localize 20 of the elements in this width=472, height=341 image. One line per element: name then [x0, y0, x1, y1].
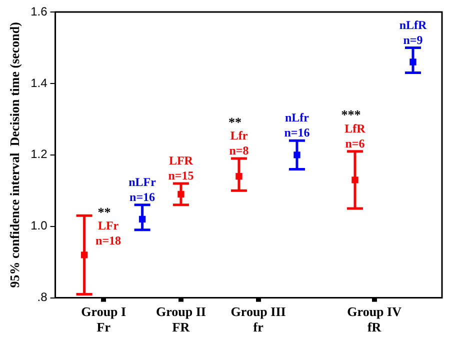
series-label: LFR n=15: [168, 154, 194, 183]
series-label: nLfR n=9: [399, 18, 427, 47]
annotation: **: [228, 114, 242, 130]
y-tick-label: 1.0: [30, 218, 48, 233]
text: LfR n=6: [344, 121, 366, 150]
y-tick-label: .8: [37, 290, 48, 304]
series-label: Lfr n=8: [229, 128, 249, 158]
y-tick-label: 1.4: [30, 76, 48, 90]
series-label: nLfr n=16: [284, 110, 310, 140]
annotation: **: [98, 204, 111, 220]
x-tick-label: Group IV fR: [347, 304, 402, 335]
y-tick-label: 1.6: [30, 4, 48, 18]
x-tick-label: Group III fr: [230, 304, 286, 335]
y-axis-title: 95% confidence interval Decision time (second): [7, 22, 22, 288]
series-label: nLFr n=16: [128, 175, 157, 204]
x-tick-label: Group II FR: [156, 304, 206, 335]
x-tick-label: Group I Fr: [81, 304, 126, 335]
series-label: LFr n=18: [96, 218, 122, 248]
annotation: ***: [341, 107, 361, 122]
y-tick-label: 1.2: [30, 147, 48, 162]
